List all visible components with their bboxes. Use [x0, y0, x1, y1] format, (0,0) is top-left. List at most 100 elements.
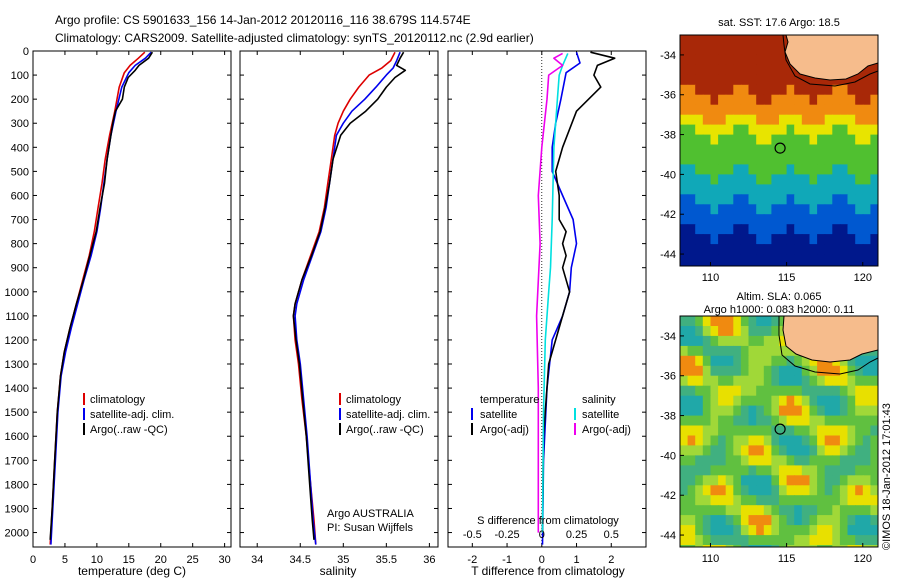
map-cell — [710, 134, 719, 146]
map-cell — [725, 375, 734, 387]
map-cell — [794, 254, 803, 265]
map-cell — [710, 425, 719, 437]
map-cell — [786, 375, 795, 387]
map-cell — [794, 435, 803, 447]
map-cell — [763, 84, 772, 96]
difference-legend: temperature satellite Argo(-adj) salinit… — [471, 394, 631, 436]
map-cell — [786, 445, 795, 456]
map-cell — [824, 395, 833, 407]
map-cell — [702, 355, 711, 367]
map-cell — [695, 465, 704, 476]
map-cell — [687, 264, 696, 266]
map-cell — [779, 525, 788, 536]
map-cell — [824, 134, 833, 146]
x-tick-label: 120 — [854, 272, 872, 284]
map-cell — [740, 385, 750, 397]
map-cell — [695, 45, 704, 56]
map-cell — [786, 184, 795, 195]
map-cell — [733, 445, 742, 456]
map-cell — [839, 485, 849, 496]
map-cell — [817, 84, 826, 96]
legend-label-s-satellite: satellite — [582, 409, 619, 421]
map-cell — [801, 214, 810, 225]
map-cell — [817, 234, 826, 245]
y-tick-label: 300 — [11, 118, 29, 130]
map-cell — [718, 64, 727, 76]
map-cell — [809, 94, 818, 106]
map-cell — [771, 254, 780, 265]
series-climatology-line — [49, 51, 146, 545]
map-cell — [718, 214, 727, 225]
map-cell — [687, 224, 696, 235]
map-cell — [870, 445, 878, 456]
map-cell — [695, 385, 704, 397]
map-cell — [756, 345, 765, 357]
map-cell — [733, 234, 742, 245]
map-cell — [763, 244, 772, 255]
map-cell — [733, 64, 742, 76]
map-cell — [748, 194, 757, 205]
map-cell — [824, 214, 833, 225]
map-cell — [740, 405, 750, 417]
map-cell — [733, 35, 742, 46]
map-cell — [725, 114, 734, 126]
map-cell — [824, 365, 833, 377]
map-cell — [680, 525, 689, 536]
sst-map-axes: 110 115 120 -34 -36 -38 -40 -42 -44 — [660, 50, 872, 284]
map-cell — [794, 385, 803, 397]
map-cell — [847, 405, 856, 417]
map-cell — [695, 335, 704, 347]
map-cell — [839, 244, 849, 255]
map-cell — [870, 134, 878, 146]
temperature-axes: 0100200300400500600700800900100011001200… — [5, 46, 231, 566]
map-cell — [733, 355, 742, 367]
map-cell — [733, 545, 742, 547]
map-cell — [710, 495, 719, 506]
map-cell — [725, 204, 734, 215]
map-cell — [794, 244, 803, 255]
y-tick-label: -34 — [660, 50, 676, 62]
map-cell — [733, 154, 742, 166]
map-cell — [740, 465, 750, 476]
map-cell — [740, 94, 750, 106]
header-title-line2: Climatology: CARS2009. Satellite-adjuste… — [55, 31, 534, 45]
map-cell — [718, 204, 727, 215]
map-cell — [680, 134, 689, 146]
map-cell — [870, 425, 878, 437]
map-cell — [710, 545, 719, 547]
map-cell — [817, 495, 826, 506]
s-difference-tick-labels: -0.5 -0.25 0 0.25 0.5 — [463, 529, 619, 541]
map-cell — [786, 194, 795, 205]
temperature-legend: climatology satellite-adj. clim. Argo(..… — [83, 393, 174, 436]
map-cell — [748, 214, 757, 225]
map-cell — [832, 164, 841, 175]
map-cell — [710, 405, 719, 417]
map-cell — [733, 264, 742, 266]
map-cell — [779, 505, 788, 516]
map-cell — [862, 164, 871, 175]
map-cell — [809, 224, 818, 235]
x-tick-label: 115 — [778, 272, 796, 284]
map-cell — [733, 335, 742, 347]
map-cell — [695, 264, 704, 266]
map-cell — [862, 114, 871, 126]
map-cell — [809, 174, 818, 185]
map-cell — [687, 84, 696, 96]
map-cell — [733, 425, 742, 437]
map-cell — [809, 425, 818, 437]
map-cell — [824, 465, 833, 476]
map-cell — [763, 45, 772, 56]
map-cell — [847, 244, 856, 255]
map-cell — [786, 535, 795, 546]
map-cell — [733, 224, 742, 235]
map-cell — [817, 184, 826, 195]
sst-map-depth-contour — [782, 34, 879, 87]
map-cell — [809, 204, 818, 215]
map-cell — [756, 174, 765, 185]
map-cell — [786, 264, 795, 266]
map-cell — [817, 415, 826, 427]
map-cell — [832, 395, 841, 407]
map-cell — [832, 525, 841, 536]
map-cell — [680, 114, 689, 126]
map-cell — [786, 84, 795, 96]
